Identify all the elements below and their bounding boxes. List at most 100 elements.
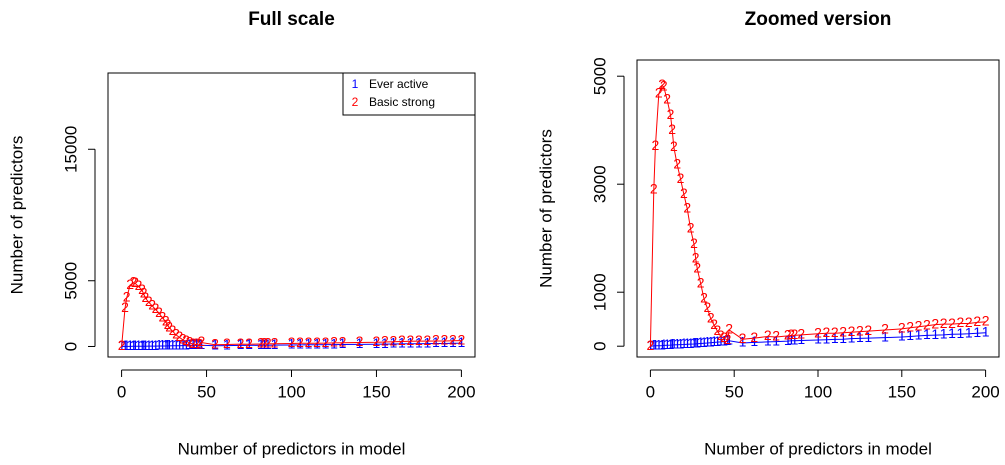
series-line <box>650 332 986 347</box>
data-point: 1 <box>703 334 711 350</box>
x-tick-label: 100 <box>804 382 832 401</box>
data-point: 2 <box>660 78 668 94</box>
data-point: 1 <box>441 334 449 350</box>
data-point: 2 <box>693 260 701 276</box>
data-point: 2 <box>313 334 321 350</box>
data-point: 1 <box>923 326 931 342</box>
data-point: 2 <box>296 334 304 350</box>
data-point: 1 <box>764 333 772 349</box>
data-point: 2 <box>787 326 795 342</box>
x-tick-label: 0 <box>646 382 655 401</box>
data-point: 1 <box>165 337 173 353</box>
data-point: 2 <box>192 335 200 351</box>
data-point: 1 <box>373 335 381 351</box>
plot-box <box>636 59 1000 358</box>
data-point: 1 <box>683 335 691 351</box>
data-point: 2 <box>179 330 187 346</box>
data-point: 2 <box>271 334 279 350</box>
data-point: 2 <box>797 326 805 342</box>
data-point: 1 <box>135 337 143 353</box>
data-point: 2 <box>940 315 948 331</box>
data-point: 1 <box>424 334 432 350</box>
chart-title: Zoomed version <box>745 9 892 30</box>
data-point: 1 <box>650 337 658 353</box>
data-point: 2 <box>720 329 728 345</box>
data-point: 2 <box>906 319 914 335</box>
data-point: 1 <box>667 336 675 352</box>
data-point: 2 <box>663 91 671 107</box>
data-point: 2 <box>739 330 747 346</box>
data-point: 2 <box>398 332 406 348</box>
data-point: 2 <box>390 332 398 348</box>
data-point: 2 <box>707 309 715 325</box>
data-point: 2 <box>189 335 197 351</box>
data-point: 1 <box>141 337 149 353</box>
data-point: 2 <box>677 170 685 186</box>
data-point: 2 <box>148 297 156 313</box>
data-point: 2 <box>288 334 296 350</box>
data-point: 1 <box>677 335 685 351</box>
data-point: 2 <box>182 332 190 348</box>
data-point: 2 <box>655 85 663 101</box>
data-point: 2 <box>118 337 126 353</box>
data-point: 2 <box>339 334 347 350</box>
data-point: 1 <box>700 334 708 350</box>
data-point: 2 <box>169 322 177 338</box>
data-point: 2 <box>145 293 153 309</box>
data-point: 2 <box>973 313 981 329</box>
data-point: 1 <box>158 337 166 353</box>
data-point: 2 <box>196 336 204 352</box>
data-point: 1 <box>881 328 889 344</box>
plot: Zoomed version Number of predictors in mo… <box>536 9 999 458</box>
data-point: 2 <box>356 333 364 349</box>
data-point: 2 <box>687 220 695 236</box>
data-point: 1 <box>673 335 681 351</box>
data-point: 1 <box>145 337 153 353</box>
x-tick-label: 150 <box>362 382 390 401</box>
data-point: 2 <box>141 289 149 305</box>
data-point: 1 <box>658 336 666 352</box>
y-tick-label: 3000 <box>590 165 609 203</box>
data-point: 2 <box>260 335 268 351</box>
data-point: 1 <box>839 330 847 346</box>
data-point: 1 <box>162 337 170 353</box>
data-point: 2 <box>772 328 780 344</box>
data-point: 2 <box>898 320 906 336</box>
data-point: 1 <box>407 334 415 350</box>
data-point: 1 <box>693 334 701 350</box>
data-point: 1 <box>148 337 156 353</box>
data-point: 1 <box>717 333 725 349</box>
data-point: 2 <box>700 289 708 305</box>
data-point: 1 <box>714 333 722 349</box>
data-point: 2 <box>652 137 660 153</box>
data-point: 2 <box>264 335 272 351</box>
data-point: 1 <box>140 337 148 353</box>
x-axis-label: Number of predictors in model <box>178 439 406 458</box>
data-point: 2 <box>140 285 148 301</box>
data-point: 2 <box>130 274 138 290</box>
data-point: 2 <box>673 155 681 171</box>
data-point: 2 <box>724 331 732 347</box>
data-point: 2 <box>957 314 965 330</box>
data-point: 2 <box>198 333 206 349</box>
data-point: 1 <box>864 329 872 345</box>
data-point: 1 <box>692 335 700 351</box>
data-point: 1 <box>915 327 923 343</box>
data-point: 2 <box>158 309 166 325</box>
data-point: 1 <box>982 323 990 339</box>
data-point: 2 <box>162 312 170 328</box>
data-point: 2 <box>257 335 265 351</box>
data-point: 2 <box>458 331 466 347</box>
data-point: 2 <box>750 329 758 345</box>
data-point: 1 <box>940 326 948 342</box>
data-point: 1 <box>787 332 795 348</box>
x-tick-label: 50 <box>197 382 216 401</box>
data-point: 1 <box>164 337 172 353</box>
data-point: 2 <box>441 332 449 348</box>
data-point: 2 <box>668 121 676 137</box>
data-point: 1 <box>668 336 676 352</box>
data-point: 1 <box>126 337 134 353</box>
data-point: 1 <box>390 335 398 351</box>
data-point: 1 <box>680 335 688 351</box>
data-point: 2 <box>965 314 973 330</box>
